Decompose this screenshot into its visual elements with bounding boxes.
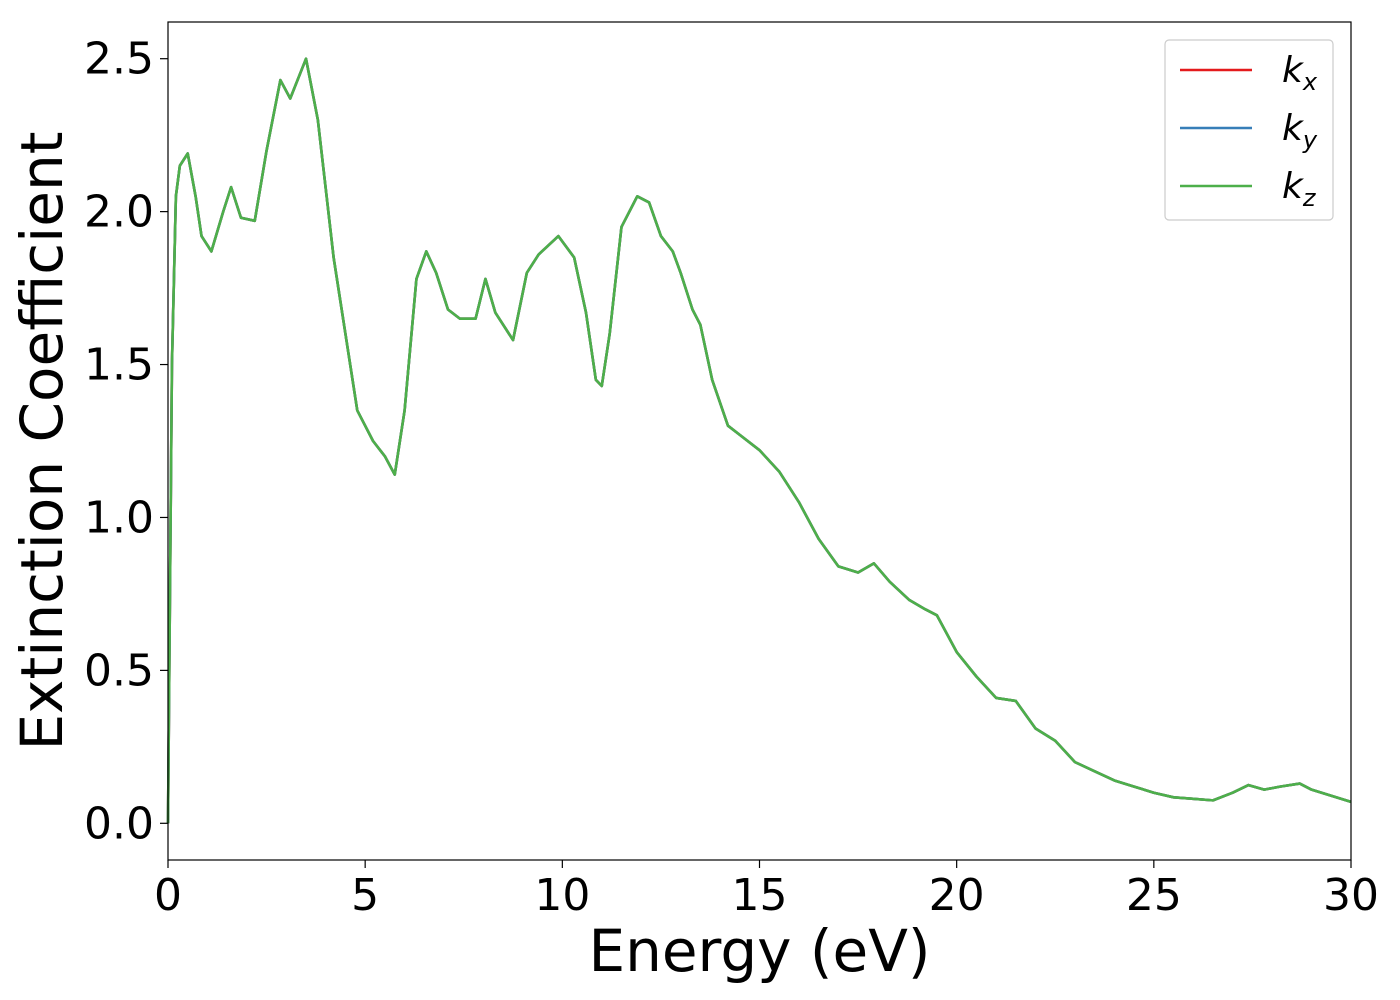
y-tick-label: 0.0 (84, 798, 154, 849)
series-layer (166, 57, 1352, 824)
x-tick-label: 20 (929, 870, 985, 921)
y-tick-label: 1.0 (84, 492, 154, 543)
legend-label-kx: kx (1282, 50, 1318, 96)
y-tick-label: 1.5 (84, 340, 154, 391)
x-tick-label: 10 (534, 870, 590, 921)
x-tick-label: 30 (1323, 870, 1379, 921)
y-axis-ticks: 0.0 0.5 1.0 1.5 2.0 2.5 (84, 34, 168, 849)
series-line-kz (166, 57, 1352, 824)
legend-box (1164, 39, 1334, 221)
y-tick-label: 2.5 (84, 34, 154, 85)
legend-label-ky: ky (1282, 108, 1318, 154)
x-tick-label: 25 (1126, 870, 1182, 921)
y-tick-label: 2.0 (84, 187, 154, 238)
x-axis-ticks: 0 5 10 15 20 25 30 (154, 860, 1379, 921)
x-tick-label: 15 (732, 870, 788, 921)
x-axis-title: Energy (eV) (588, 917, 930, 985)
legend-label-kz: kz (1282, 166, 1317, 212)
legend: kx ky kz (1164, 39, 1334, 221)
y-axis-title: Extinction Coefficient (8, 132, 76, 751)
x-tick-label: 0 (154, 870, 182, 921)
x-tick-label: 5 (351, 870, 379, 921)
y-tick-label: 0.5 (84, 645, 154, 696)
